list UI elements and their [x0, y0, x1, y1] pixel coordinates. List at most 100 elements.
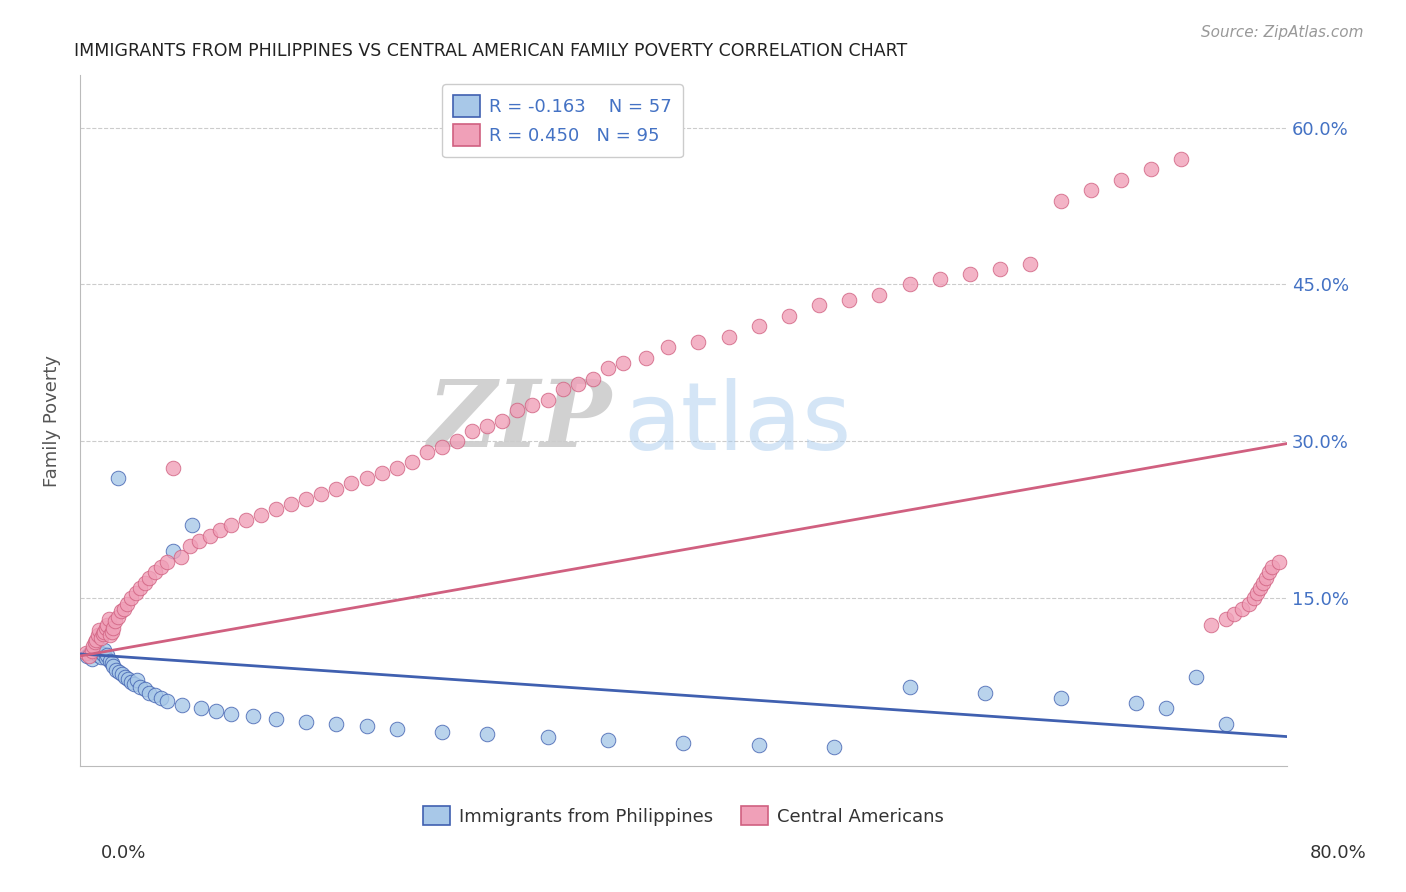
Point — [582, 372, 605, 386]
Point — [107, 471, 129, 485]
Point — [672, 736, 695, 750]
Point — [190, 701, 212, 715]
Point — [188, 533, 211, 548]
Point — [1201, 617, 1223, 632]
Point — [869, 288, 891, 302]
Point — [1049, 690, 1071, 705]
Point — [156, 694, 179, 708]
Point — [430, 440, 453, 454]
Point — [134, 575, 156, 590]
Point — [657, 340, 679, 354]
Point — [477, 727, 499, 741]
Point — [280, 497, 302, 511]
Point — [84, 635, 107, 649]
Point — [898, 681, 921, 695]
Point — [150, 690, 173, 705]
Point — [87, 648, 110, 662]
Point — [1125, 696, 1147, 710]
Point — [198, 529, 221, 543]
Point — [536, 392, 558, 407]
Point — [122, 677, 145, 691]
Point — [101, 659, 124, 673]
Point — [100, 657, 122, 671]
Point — [162, 460, 184, 475]
Point — [325, 482, 347, 496]
Point — [82, 644, 104, 658]
Point — [340, 476, 363, 491]
Point — [76, 648, 98, 663]
Point — [170, 549, 193, 564]
Point — [1019, 256, 1042, 270]
Point — [988, 261, 1011, 276]
Point — [838, 293, 860, 308]
Point — [162, 544, 184, 558]
Point — [634, 351, 657, 365]
Point — [522, 398, 544, 412]
Point — [143, 566, 166, 580]
Point — [356, 719, 378, 733]
Text: IMMIGRANTS FROM PHILIPPINES VS CENTRAL AMERICAN FAMILY POVERTY CORRELATION CHART: IMMIGRANTS FROM PHILIPPINES VS CENTRAL A… — [75, 42, 907, 60]
Point — [115, 597, 138, 611]
Point — [120, 591, 142, 606]
Point — [551, 382, 574, 396]
Point — [117, 672, 139, 686]
Point — [90, 650, 112, 665]
Point — [97, 612, 120, 626]
Point — [94, 651, 117, 665]
Point — [1080, 183, 1102, 197]
Point — [105, 663, 128, 677]
Point — [1246, 586, 1268, 600]
Point — [209, 524, 232, 538]
Point — [172, 698, 194, 713]
Point — [94, 621, 117, 635]
Point — [219, 706, 242, 721]
Point — [82, 639, 104, 653]
Point — [295, 714, 318, 729]
Point — [127, 673, 149, 687]
Point — [491, 413, 513, 427]
Point — [959, 267, 981, 281]
Point — [1257, 566, 1279, 580]
Point — [567, 376, 589, 391]
Point — [461, 424, 484, 438]
Point — [114, 670, 136, 684]
Point — [1237, 597, 1260, 611]
Point — [1049, 194, 1071, 208]
Point — [506, 403, 529, 417]
Point — [477, 418, 499, 433]
Point — [242, 708, 264, 723]
Point — [89, 645, 111, 659]
Point — [295, 491, 318, 506]
Point — [264, 712, 287, 726]
Point — [204, 705, 226, 719]
Point — [1170, 152, 1192, 166]
Point — [138, 685, 160, 699]
Point — [928, 272, 950, 286]
Point — [823, 739, 845, 754]
Point — [309, 487, 332, 501]
Point — [156, 555, 179, 569]
Point — [129, 581, 152, 595]
Text: atlas: atlas — [623, 378, 851, 470]
Point — [370, 466, 392, 480]
Point — [90, 631, 112, 645]
Point — [385, 723, 408, 737]
Point — [150, 560, 173, 574]
Point — [180, 518, 202, 533]
Point — [179, 539, 201, 553]
Point — [89, 623, 111, 637]
Y-axis label: Family Poverty: Family Poverty — [44, 354, 60, 486]
Point — [1223, 607, 1246, 621]
Point — [134, 682, 156, 697]
Point — [612, 356, 634, 370]
Point — [91, 627, 114, 641]
Point — [235, 513, 257, 527]
Point — [688, 334, 710, 349]
Point — [264, 502, 287, 516]
Point — [111, 666, 134, 681]
Point — [385, 460, 408, 475]
Point — [416, 445, 439, 459]
Point — [120, 675, 142, 690]
Point — [219, 518, 242, 533]
Text: ZIP: ZIP — [426, 376, 612, 466]
